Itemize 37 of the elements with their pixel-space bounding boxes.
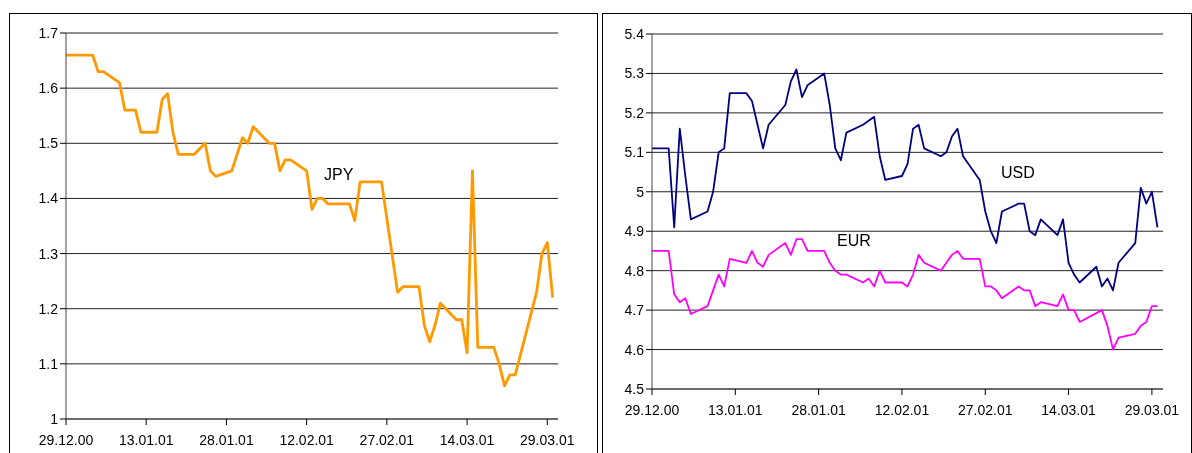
x-tick-label: 12.02.01 <box>279 431 335 448</box>
y-tick-label: 4.7 <box>624 302 645 319</box>
y-tick-label: 4.8 <box>624 262 645 279</box>
x-tick-label: 12.02.01 <box>874 401 930 418</box>
x-tick-label: 13.01.01 <box>118 431 174 448</box>
x-tick-label: 28.01.01 <box>791 401 847 418</box>
y-tick-label: 4.9 <box>624 223 645 240</box>
y-tick-label: 1.1 <box>38 355 59 372</box>
y-tick-label: 1.6 <box>38 80 59 97</box>
line-series <box>652 68 1159 292</box>
y-tick-label: 1.5 <box>38 135 59 152</box>
x-tick-label: 28.01.01 <box>199 431 254 448</box>
x-tick-label: 29.03.01 <box>520 431 575 448</box>
x-tick-label: 14.03.01 <box>1041 401 1097 418</box>
y-tick-label: 1.3 <box>38 245 59 262</box>
x-tick-label: 29.12.00 <box>624 401 680 418</box>
y-tick-label: 4.5 <box>624 380 645 397</box>
x-tick-label: 27.02.01 <box>958 401 1013 418</box>
x-tick-label: 13.01.01 <box>708 401 763 418</box>
y-tick-label: 1.7 <box>38 24 59 41</box>
y-tick-label: 1.2 <box>38 300 59 317</box>
line-series <box>66 53 555 388</box>
y-tick-label: 1 <box>50 410 59 427</box>
y-tick-label: 1.4 <box>38 190 59 207</box>
series-label: USD <box>1001 164 1035 182</box>
y-tick-label: 4.6 <box>624 341 645 358</box>
series-label: JPY <box>324 166 354 184</box>
y-tick-label: 5.4 <box>624 25 645 42</box>
y-tick-label: 5 <box>636 183 645 200</box>
x-tick-label: 29.03.01 <box>1124 401 1180 418</box>
y-tick-label: 5.3 <box>624 65 645 82</box>
x-tick-label: 14.03.01 <box>439 431 495 448</box>
y-tick-label: 5.2 <box>624 104 645 121</box>
y-tick-label: 5.1 <box>624 144 645 161</box>
series-label: EUR <box>837 232 871 250</box>
x-tick-label: 27.02.01 <box>359 431 415 448</box>
x-tick-label: 29.12.00 <box>38 431 94 448</box>
